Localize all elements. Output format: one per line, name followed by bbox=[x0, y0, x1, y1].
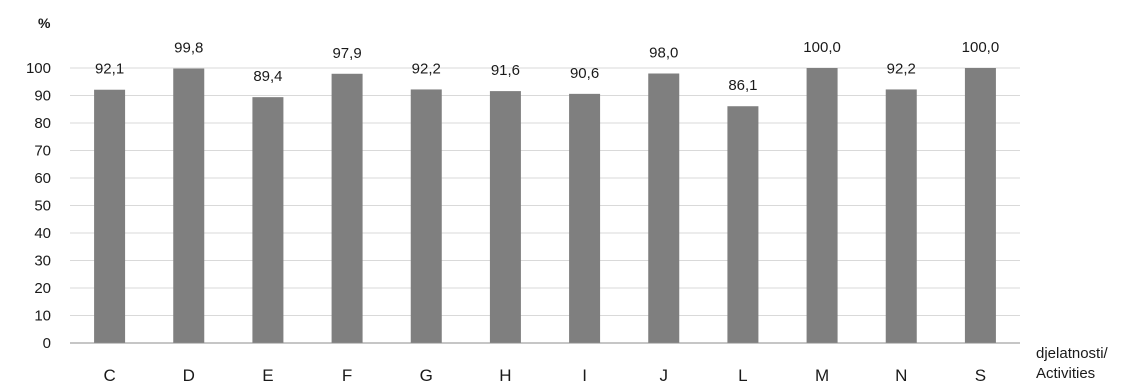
y-tick-label: 90 bbox=[34, 88, 51, 105]
bar-i bbox=[569, 93, 601, 343]
y-tick-label: 10 bbox=[34, 308, 51, 325]
data-labels: 92,1 99,8 89,4 97,9 92,2 91,6 90,6 98,0 86,1 100,… bbox=[95, 39, 999, 94]
bar-l bbox=[727, 106, 759, 343]
x-tick-label-m: M bbox=[815, 366, 829, 385]
x-axis-label-line-1: djelatnosti/ bbox=[1036, 345, 1109, 362]
data-label-c: 92,1 bbox=[95, 61, 124, 78]
data-label-s: 100,0 bbox=[962, 39, 1000, 56]
y-tick-label: 50 bbox=[34, 198, 51, 215]
bar-d bbox=[173, 68, 205, 344]
data-label-f: 97,9 bbox=[332, 45, 361, 62]
data-label-g: 92,2 bbox=[412, 60, 441, 77]
bar-h bbox=[489, 91, 521, 343]
bar-c bbox=[94, 89, 126, 343]
bar-m bbox=[806, 68, 838, 343]
x-tick-label-f: F bbox=[342, 366, 352, 385]
x-tick-label-j: J bbox=[660, 366, 669, 385]
bar-g bbox=[410, 89, 442, 343]
y-tick-label: 0 bbox=[43, 335, 51, 352]
data-label-e: 89,4 bbox=[253, 68, 282, 85]
y-tick-label: 100 bbox=[26, 60, 51, 77]
gridlines bbox=[70, 67, 1020, 316]
x-tick-label-i: I bbox=[582, 366, 587, 385]
x-tick-label-e: E bbox=[262, 366, 273, 385]
data-label-h: 91,6 bbox=[491, 62, 520, 79]
bars bbox=[94, 68, 996, 344]
bar-e bbox=[252, 97, 284, 344]
bar-j bbox=[648, 73, 680, 343]
y-tick-label: 30 bbox=[34, 253, 51, 270]
bar-n bbox=[885, 89, 917, 343]
x-tick-label-d: D bbox=[183, 366, 195, 385]
y-tick-label: 60 bbox=[34, 170, 51, 187]
y-axis-unit-label: % bbox=[38, 15, 51, 31]
data-label-j: 98,0 bbox=[649, 45, 678, 62]
y-tick-label: 40 bbox=[34, 225, 51, 242]
y-axis-ticks: 0 10 20 30 40 50 60 70 80 90 100 bbox=[26, 60, 51, 352]
data-label-m: 100,0 bbox=[803, 39, 841, 56]
bar-s bbox=[964, 68, 996, 343]
x-tick-label-l: L bbox=[738, 366, 747, 385]
data-label-i: 90,6 bbox=[570, 65, 599, 82]
data-label-l: 86,1 bbox=[728, 77, 757, 94]
x-tick-label-s: S bbox=[975, 366, 986, 385]
x-tick-label-h: H bbox=[499, 366, 511, 385]
y-tick-label: 20 bbox=[34, 280, 51, 297]
y-tick-label: 80 bbox=[34, 115, 51, 132]
x-tick-label-n: N bbox=[895, 366, 907, 385]
data-label-n: 92,2 bbox=[887, 60, 916, 77]
y-tick-label: 70 bbox=[34, 143, 51, 160]
data-label-d: 99,8 bbox=[174, 40, 203, 57]
x-tick-label-c: C bbox=[103, 366, 115, 385]
x-axis-label-line-2: Activities bbox=[1036, 365, 1095, 382]
x-tick-label-g: G bbox=[420, 366, 433, 385]
bar-f bbox=[331, 73, 363, 344]
